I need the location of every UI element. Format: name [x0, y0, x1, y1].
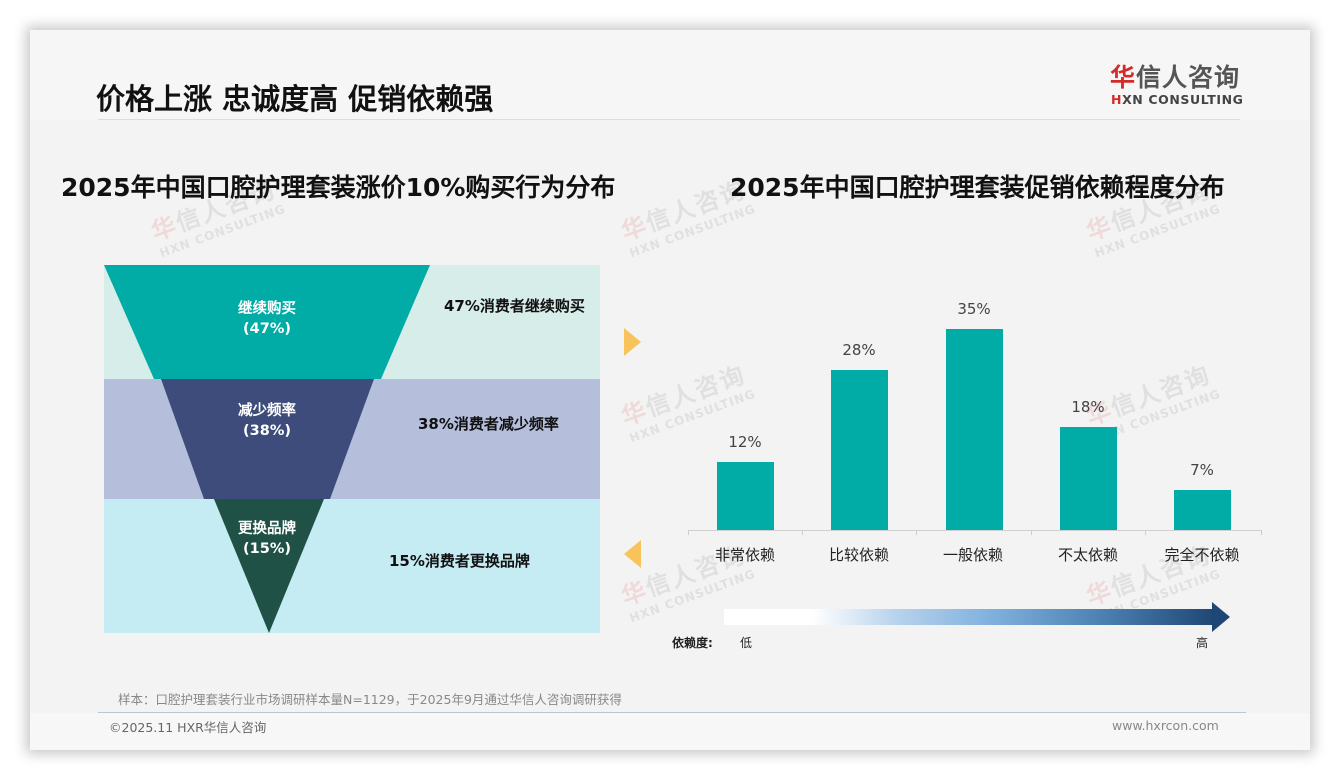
bar-slightly-dependent: [1060, 427, 1117, 530]
sample-note: 样本：口腔护理套装行业市场调研样本量N=1129，于2025年9月通过华信人咨询…: [118, 692, 622, 707]
bar-fairly-dependent: [831, 370, 888, 530]
triangle-right-icon: [624, 328, 641, 356]
bar-value-label: 28%: [842, 341, 876, 359]
x-axis-tick: [802, 530, 803, 535]
x-axis-tick: [688, 530, 689, 535]
x-axis-tick: [1261, 530, 1262, 535]
bar-value-label: 12%: [728, 433, 762, 451]
funnel-segment-switch: [214, 499, 324, 633]
logo-english: HXN CONSULTING: [1111, 92, 1244, 107]
triangle-left-icon: [624, 540, 641, 568]
bar-value-label: 7%: [1190, 461, 1214, 479]
copyright: ©2025.11 HXR华信人咨询: [109, 720, 267, 735]
footer-band: [30, 713, 1310, 750]
bar-not-dependent: [1174, 490, 1231, 530]
slide: 华信人咨询 HXN CONSULTING 华信人咨询 HXN CONSULTING …: [30, 30, 1310, 750]
header-divider: [98, 119, 1240, 120]
funnel-segment-label: 更换品牌 (15%): [238, 521, 296, 557]
x-axis-label: 完全不依赖: [1164, 546, 1240, 564]
funnel-shape: [104, 265, 430, 633]
dependency-high-label: 高: [1196, 636, 1209, 650]
funnel-band-3: [104, 499, 600, 633]
gradient-bar: [724, 609, 1214, 625]
x-axis-tick: [1031, 530, 1032, 535]
x-axis-label: 比较依赖: [828, 546, 889, 564]
arrow-head-icon: [1212, 602, 1230, 632]
x-axis-label: 不太依赖: [1057, 546, 1118, 564]
funnel-band-description: 15%消费者更换品牌: [389, 552, 530, 570]
bar-chart: 12% 28% 35% 18% 7% 非常依赖 比较依赖 一般依赖 不太依赖 完…: [688, 290, 1262, 572]
funnel-band-description: 38%消费者减少频率: [418, 415, 559, 433]
bar-moderately-dependent: [946, 329, 1003, 530]
funnel-band-description: 47%消费者继续购买: [444, 297, 585, 315]
company-logo: 华信人咨询 HXN CONSULTING: [1110, 63, 1250, 108]
funnel-chart: 继续购买 (47%) 减少频率 (38%) 更换品牌 (15%) 47%消费者继续购买…: [104, 265, 600, 633]
bar-chart-title: 2025年中国口腔护理套装促销依赖程度分布: [730, 173, 1225, 202]
header-band: [30, 30, 1310, 120]
x-axis-label: 一般依赖: [942, 546, 1003, 564]
x-axis-label: 非常依赖: [714, 546, 775, 564]
x-axis-tick: [916, 530, 917, 535]
page-title: 价格上涨 忠诚度高 促销依赖强: [96, 82, 494, 116]
logo-chinese: 华信人咨询: [1110, 63, 1241, 92]
dependency-legend-label: 依赖度:: [672, 636, 713, 650]
x-axis: [688, 530, 1262, 531]
x-axis-tick: [1145, 530, 1146, 535]
funnel-segment-continue: [104, 265, 430, 379]
funnel-segment-label: 减少频率 (38%): [238, 403, 296, 439]
bar-value-label: 18%: [1071, 398, 1105, 416]
website-link[interactable]: www.hxrcon.com: [1112, 718, 1219, 733]
dependency-low-label: 低: [740, 636, 753, 650]
funnel-segment-reduce: [161, 379, 374, 499]
funnel-segment-label: 继续购买 (47%): [238, 301, 296, 337]
bar-very-dependent: [717, 462, 774, 530]
funnel-chart-title: 2025年中国口腔护理套装涨价10%购买行为分布: [61, 173, 616, 202]
dependency-gradient-arrow: [724, 602, 1234, 632]
footer-divider: [98, 712, 1246, 713]
bar-value-label: 35%: [957, 300, 991, 318]
